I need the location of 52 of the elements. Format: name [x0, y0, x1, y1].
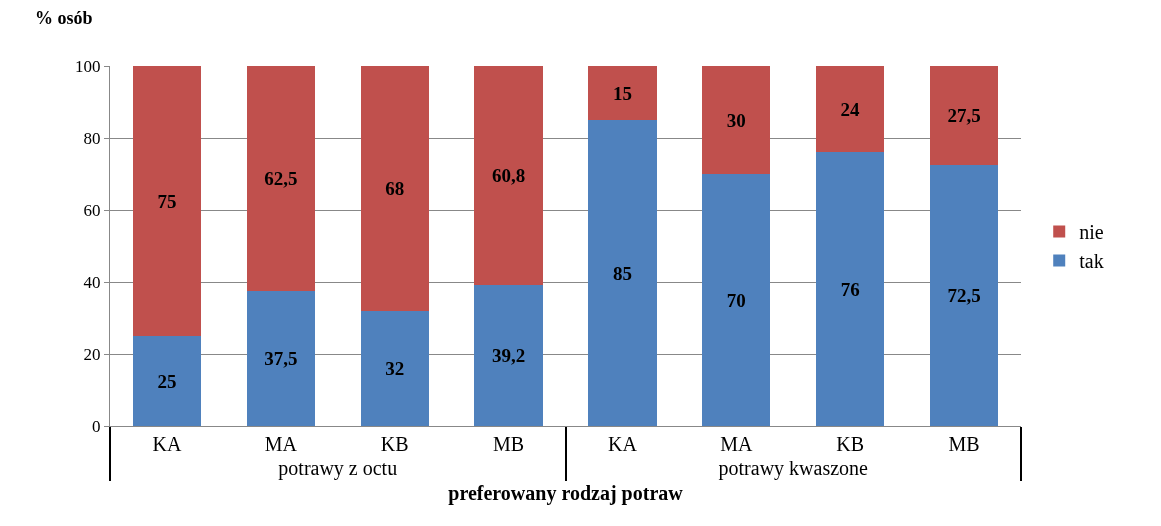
- text: potrawy kwaszone: [718, 457, 869, 480]
- bar: [588, 120, 657, 426]
- y-axis-title: % osób: [35, 8, 93, 28]
- data-label: 68: [385, 177, 405, 199]
- bar: [702, 174, 771, 426]
- x-tick-label: KA: [607, 433, 638, 455]
- bar: [816, 66, 885, 153]
- bar: [132, 66, 202, 336]
- x-axis-title: preferowany rodzaj potraw: [448, 481, 684, 505]
- data-label: 24: [840, 98, 860, 120]
- bar: [246, 291, 315, 426]
- x-tick-label: KB: [380, 433, 409, 455]
- data-label: 25: [157, 370, 177, 392]
- bar: [360, 310, 429, 426]
- legend-label: tak: [1079, 250, 1104, 273]
- x-tick-label: MA: [264, 433, 298, 455]
- data-label: 75: [157, 190, 177, 212]
- data-label: 27,5: [947, 105, 981, 126]
- bar: [246, 66, 315, 291]
- x-tick-label: KA: [152, 433, 182, 455]
- data-label: 15: [612, 82, 632, 104]
- bar: [132, 336, 202, 426]
- x-tick-label: MB: [948, 433, 980, 455]
- data-label: 39,2: [491, 344, 526, 366]
- x-tick-label: KB: [836, 433, 865, 455]
- bar: [360, 66, 429, 311]
- bar: [929, 66, 999, 165]
- data-label: 60,8: [491, 164, 526, 186]
- bar: [474, 284, 543, 426]
- bar: [588, 66, 657, 120]
- y-tick-label: 60: [83, 200, 101, 220]
- legend-label: nie: [1079, 221, 1104, 244]
- data-label: 70: [726, 289, 746, 311]
- y-tick-label: 100: [75, 56, 101, 76]
- data-label: 62,5: [264, 168, 298, 189]
- y-tick-label: 80: [83, 128, 101, 148]
- bar: [474, 66, 543, 285]
- data-label: 85: [612, 262, 632, 284]
- data-label: 32: [385, 357, 405, 379]
- bar: [702, 66, 771, 174]
- data-label: 76: [840, 278, 860, 300]
- y-tick-label: 0: [92, 416, 101, 436]
- data-label: 30: [726, 109, 746, 131]
- x-tick-label: MB: [493, 433, 525, 455]
- data-label: 37,5: [264, 348, 298, 369]
- y-tick-label: 40: [83, 272, 101, 292]
- data-label: 72,5: [947, 285, 981, 306]
- x-tick-label: MA: [720, 433, 753, 455]
- bar: [816, 152, 885, 426]
- y-tick-label: 20: [83, 344, 101, 364]
- bar: [929, 165, 999, 426]
- text: potrawy z octu: [278, 457, 398, 480]
